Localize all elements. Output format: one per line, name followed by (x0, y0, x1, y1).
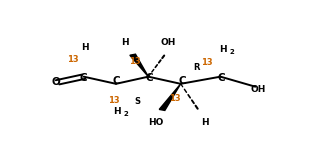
Polygon shape (159, 84, 181, 111)
Text: C: C (80, 73, 88, 83)
Text: 13: 13 (108, 96, 119, 105)
Text: H: H (113, 107, 121, 116)
Polygon shape (130, 54, 148, 77)
Text: 2: 2 (123, 111, 128, 117)
Text: C: C (218, 73, 226, 83)
Text: 13: 13 (201, 58, 213, 67)
Text: C: C (178, 76, 186, 86)
Text: HO: HO (148, 118, 163, 127)
Text: 2: 2 (230, 49, 235, 55)
Text: H: H (219, 44, 227, 54)
Text: OH: OH (160, 38, 176, 47)
Text: H: H (201, 118, 209, 127)
Text: 13: 13 (169, 94, 180, 103)
Text: 13: 13 (67, 55, 78, 64)
Text: S: S (134, 97, 140, 106)
Text: H: H (81, 43, 89, 52)
Text: C: C (146, 73, 153, 83)
Text: O: O (51, 77, 60, 87)
Text: R: R (193, 63, 200, 72)
Text: C: C (113, 76, 120, 86)
Text: H: H (121, 38, 129, 47)
Text: 13: 13 (129, 57, 141, 66)
Text: OH: OH (250, 85, 265, 94)
